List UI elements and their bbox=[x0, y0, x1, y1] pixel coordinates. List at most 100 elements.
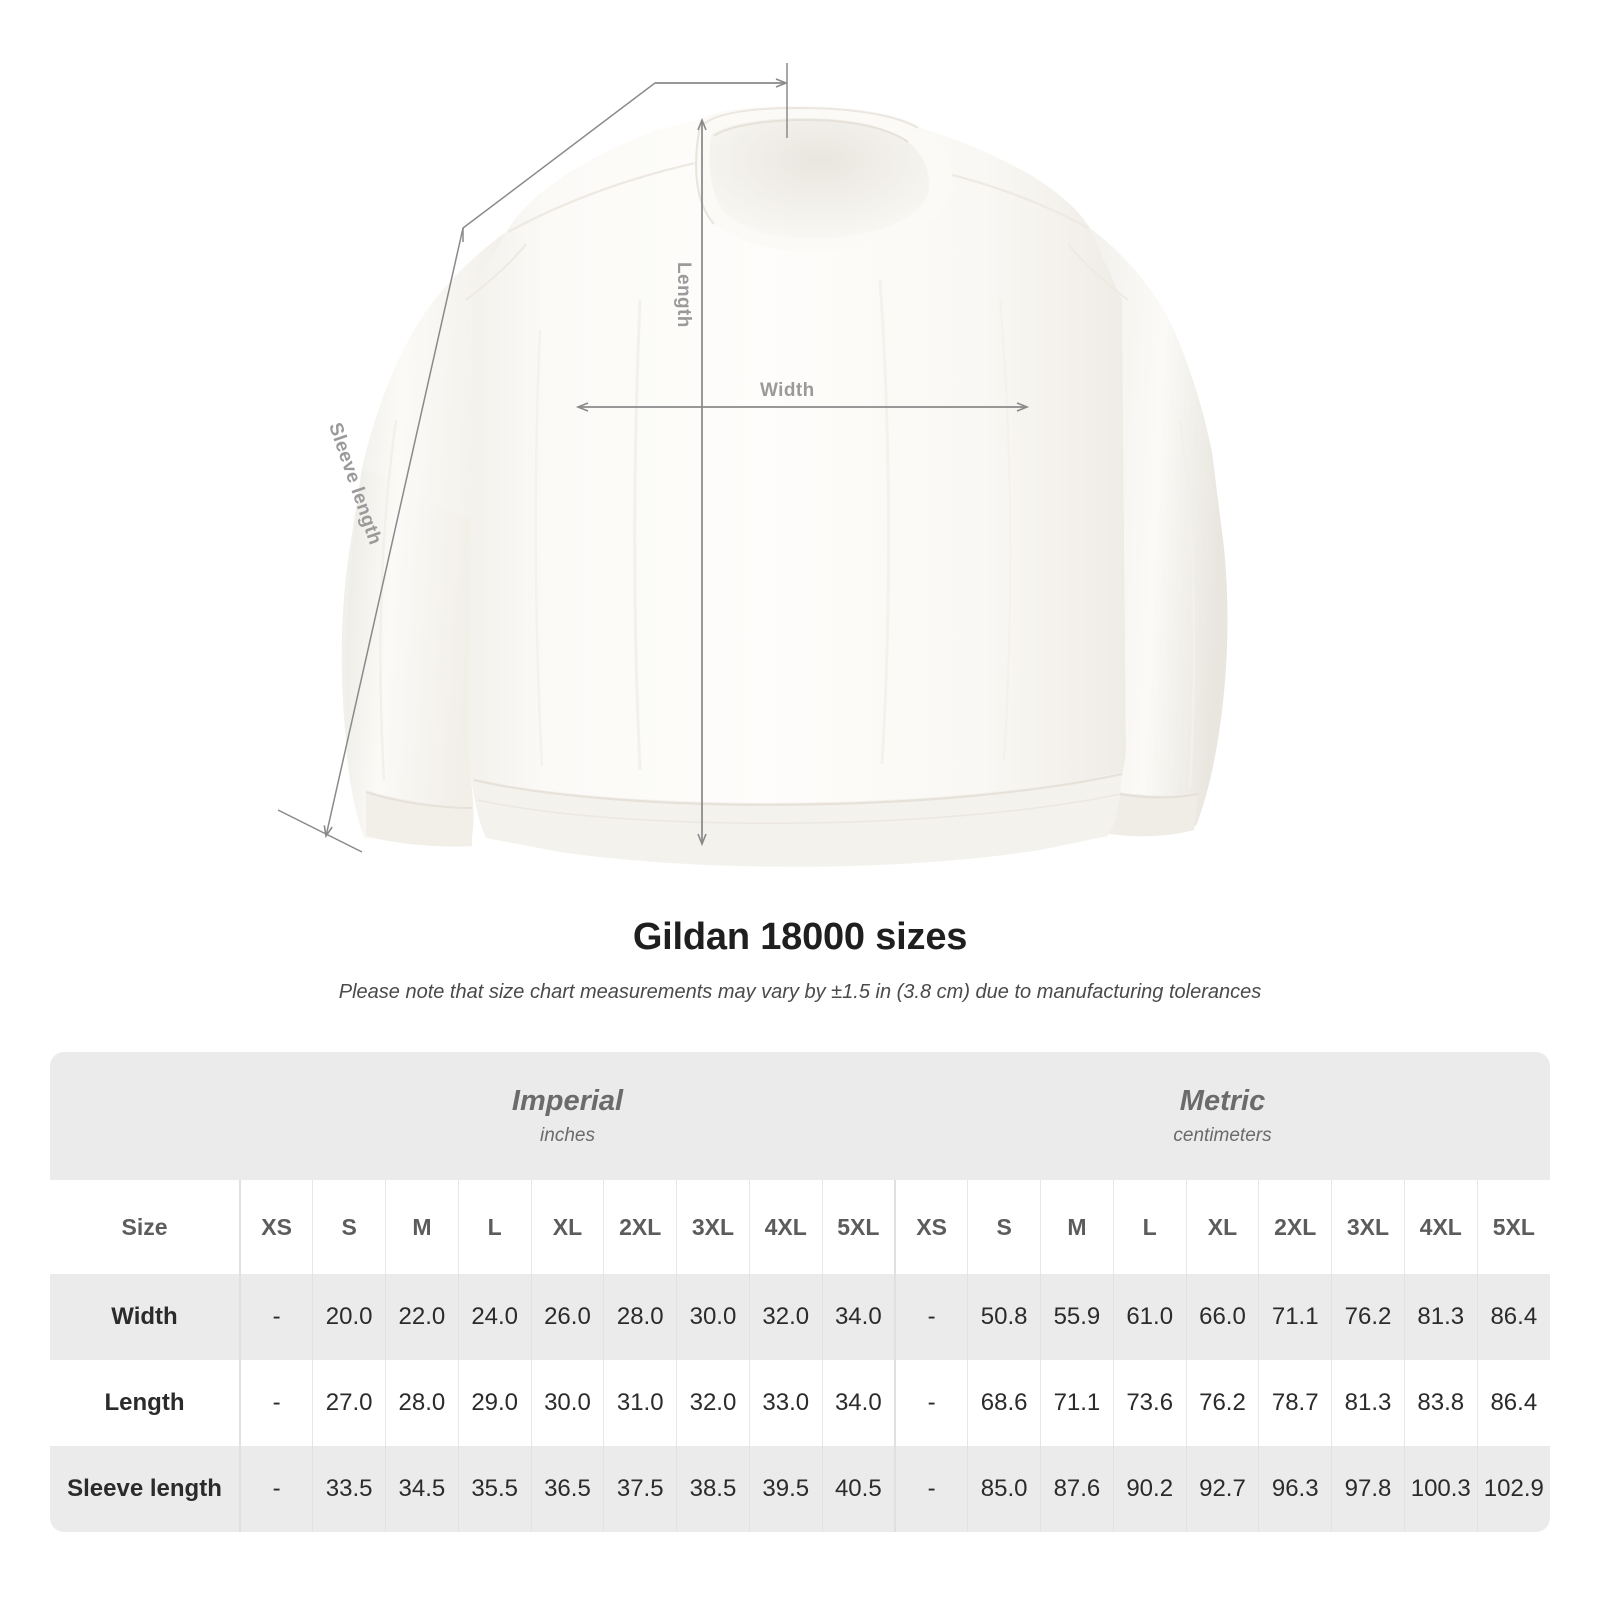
cell-sleeve-length-metric-5xl: 102.9 bbox=[1477, 1446, 1550, 1532]
size-header-imperial-4xl: 4XL bbox=[749, 1180, 823, 1274]
cell-sleeve-length-imperial-2xl: 37.5 bbox=[603, 1446, 678, 1532]
size-header-metric-xl: XL bbox=[1186, 1180, 1260, 1274]
size-header-imperial-xl: XL bbox=[531, 1180, 605, 1274]
cell-length-imperial-xl: 30.0 bbox=[531, 1360, 605, 1446]
unit-system-unit: centimeters bbox=[1173, 1124, 1272, 1146]
size-header-row: Size XS S M L XL 2XL 3XL 4XL 5XL XS S M L XL 2XL 3XL 4XL 5… bbox=[50, 1180, 1550, 1274]
sleeve-arrow bbox=[323, 227, 464, 839]
cell-sleeve-length-metric-3xl: 97.8 bbox=[1331, 1446, 1405, 1532]
cell-width-metric-2xl: 71.1 bbox=[1258, 1274, 1333, 1360]
size-header-metric-3xl: 3XL bbox=[1331, 1180, 1405, 1274]
cell-length-imperial-4xl: 33.0 bbox=[749, 1360, 823, 1446]
cell-length-imperial-5xl: 34.0 bbox=[822, 1360, 897, 1446]
cell-length-imperial-s: 27.0 bbox=[312, 1360, 387, 1446]
cell-width-metric-l: 61.0 bbox=[1113, 1274, 1187, 1360]
cell-width-metric-xl: 66.0 bbox=[1186, 1274, 1260, 1360]
title-block: Gildan 18000 sizes Please note that size… bbox=[0, 916, 1600, 1004]
product-figure: Length Width Sleeve length bbox=[277, 63, 1228, 867]
cell-length-imperial-xs: - bbox=[240, 1360, 314, 1446]
cell-sleeve-length-metric-m: 87.6 bbox=[1040, 1446, 1114, 1532]
table-row: Sleeve length -33.5 34.5 35.5 36.5 37.5 38.5 39… bbox=[50, 1446, 1550, 1532]
cell-width-imperial-5xl: 34.0 bbox=[822, 1274, 897, 1360]
cell-sleeve-length-imperial-5xl: 40.5 bbox=[822, 1446, 897, 1532]
cell-length-metric-2xl: 78.7 bbox=[1258, 1360, 1333, 1446]
width-measure-label: Width bbox=[760, 380, 815, 401]
cell-sleeve-length-metric-xs: - bbox=[895, 1446, 969, 1532]
table-row: Length -27.0 28.0 29.0 30.0 31.0 32.0 33.0 34.0-… bbox=[50, 1360, 1550, 1446]
size-header-imperial-m: M bbox=[385, 1180, 459, 1274]
measurement-annotations bbox=[277, 63, 1030, 853]
cell-sleeve-length-metric-l: 90.2 bbox=[1113, 1446, 1187, 1532]
row-label-length: Length bbox=[50, 1360, 241, 1446]
cell-width-imperial-2xl: 28.0 bbox=[603, 1274, 678, 1360]
cell-sleeve-length-metric-xl: 92.7 bbox=[1186, 1446, 1260, 1532]
table-corner-cell bbox=[50, 1052, 240, 1180]
size-header-imperial-l: L bbox=[458, 1180, 532, 1274]
size-header-imperial-3xl: 3XL bbox=[676, 1180, 750, 1274]
cell-width-metric-m: 55.9 bbox=[1040, 1274, 1114, 1360]
sweatshirt-illustration bbox=[277, 63, 1228, 867]
cell-sleeve-length-metric-4xl: 100.3 bbox=[1404, 1446, 1478, 1532]
size-header-metric-xs: XS bbox=[895, 1180, 969, 1274]
unit-system-unit: inches bbox=[540, 1124, 595, 1146]
row-label-sleeve-length: Sleeve length bbox=[50, 1446, 241, 1532]
size-header-imperial-5xl: 5XL bbox=[822, 1180, 897, 1274]
cell-width-metric-xs: - bbox=[895, 1274, 969, 1360]
cell-width-imperial-m: 22.0 bbox=[385, 1274, 459, 1360]
cell-width-metric-3xl: 76.2 bbox=[1331, 1274, 1405, 1360]
cell-sleeve-length-metric-s: 85.0 bbox=[967, 1446, 1042, 1532]
cell-length-imperial-l: 29.0 bbox=[458, 1360, 532, 1446]
cell-width-metric-s: 50.8 bbox=[967, 1274, 1042, 1360]
size-header-imperial-2xl: 2XL bbox=[603, 1180, 678, 1274]
unit-band-row: Imperial inches Metric centimeters bbox=[50, 1052, 1550, 1180]
garment-shape bbox=[341, 106, 1228, 867]
cell-sleeve-length-imperial-4xl: 39.5 bbox=[749, 1446, 823, 1532]
cell-length-metric-m: 71.1 bbox=[1040, 1360, 1114, 1446]
cell-width-metric-4xl: 81.3 bbox=[1404, 1274, 1478, 1360]
unit-system-name: Metric bbox=[1179, 1084, 1266, 1117]
size-header-imperial-xs: XS bbox=[240, 1180, 314, 1274]
sleeve-end-tick bbox=[277, 809, 363, 853]
tolerance-note: Please note that size chart measurements… bbox=[338, 981, 1262, 1003]
unit-system-header-imperial: Imperial inches bbox=[240, 1052, 896, 1180]
cell-length-imperial-2xl: 31.0 bbox=[603, 1360, 678, 1446]
row-label-width: Width bbox=[50, 1274, 241, 1360]
unit-system-header-metric: Metric centimeters bbox=[895, 1052, 1550, 1180]
cell-length-metric-xs: - bbox=[895, 1360, 969, 1446]
size-chart-table: Imperial inches Metric centimeters Size XS S M L… bbox=[50, 1052, 1550, 1532]
cell-sleeve-length-metric-2xl: 96.3 bbox=[1258, 1446, 1333, 1532]
cell-length-metric-s: 68.6 bbox=[967, 1360, 1042, 1446]
size-header-metric-2xl: 2XL bbox=[1258, 1180, 1333, 1274]
cell-length-metric-3xl: 81.3 bbox=[1331, 1360, 1405, 1446]
cell-length-metric-xl: 76.2 bbox=[1186, 1360, 1260, 1446]
cell-width-imperial-l: 24.0 bbox=[458, 1274, 532, 1360]
size-header-metric-4xl: 4XL bbox=[1404, 1180, 1478, 1274]
cell-length-metric-5xl: 86.4 bbox=[1477, 1360, 1550, 1446]
cell-sleeve-length-imperial-m: 34.5 bbox=[385, 1446, 459, 1532]
cell-width-imperial-s: 20.0 bbox=[312, 1274, 387, 1360]
cell-length-imperial-m: 28.0 bbox=[385, 1360, 459, 1446]
cell-width-imperial-xl: 26.0 bbox=[531, 1274, 605, 1360]
size-header-metric-s: S bbox=[967, 1180, 1042, 1274]
size-header-metric-l: L bbox=[1113, 1180, 1187, 1274]
cell-width-imperial-3xl: 30.0 bbox=[676, 1274, 750, 1360]
size-chart-container: Imperial inches Metric centimeters Size XS S M L… bbox=[50, 1052, 1550, 1532]
size-header-metric-m: M bbox=[1040, 1180, 1114, 1274]
cell-sleeve-length-imperial-xl: 36.5 bbox=[531, 1446, 605, 1532]
unit-system-name: Imperial bbox=[511, 1084, 624, 1117]
cell-length-metric-l: 73.6 bbox=[1113, 1360, 1187, 1446]
cell-sleeve-length-imperial-l: 35.5 bbox=[458, 1446, 532, 1532]
cell-length-imperial-3xl: 32.0 bbox=[676, 1360, 750, 1446]
cell-sleeve-length-imperial-xs: - bbox=[240, 1446, 314, 1532]
cell-width-imperial-xs: - bbox=[240, 1274, 314, 1360]
cell-sleeve-length-imperial-s: 33.5 bbox=[312, 1446, 387, 1532]
size-column-header: Size bbox=[50, 1180, 241, 1274]
table-row: Width -20.0 22.0 24.0 26.0 28.0 30.0 32.0 34.0-5… bbox=[50, 1274, 1550, 1360]
length-measure-label: Length bbox=[673, 262, 694, 328]
cell-length-metric-4xl: 83.8 bbox=[1404, 1360, 1478, 1446]
cell-width-imperial-4xl: 32.0 bbox=[749, 1274, 823, 1360]
page-title: Gildan 18000 sizes bbox=[632, 916, 968, 958]
size-header-imperial-s: S bbox=[312, 1180, 387, 1274]
cell-sleeve-length-imperial-3xl: 38.5 bbox=[676, 1446, 750, 1532]
size-header-metric-5xl: 5XL bbox=[1477, 1180, 1550, 1274]
